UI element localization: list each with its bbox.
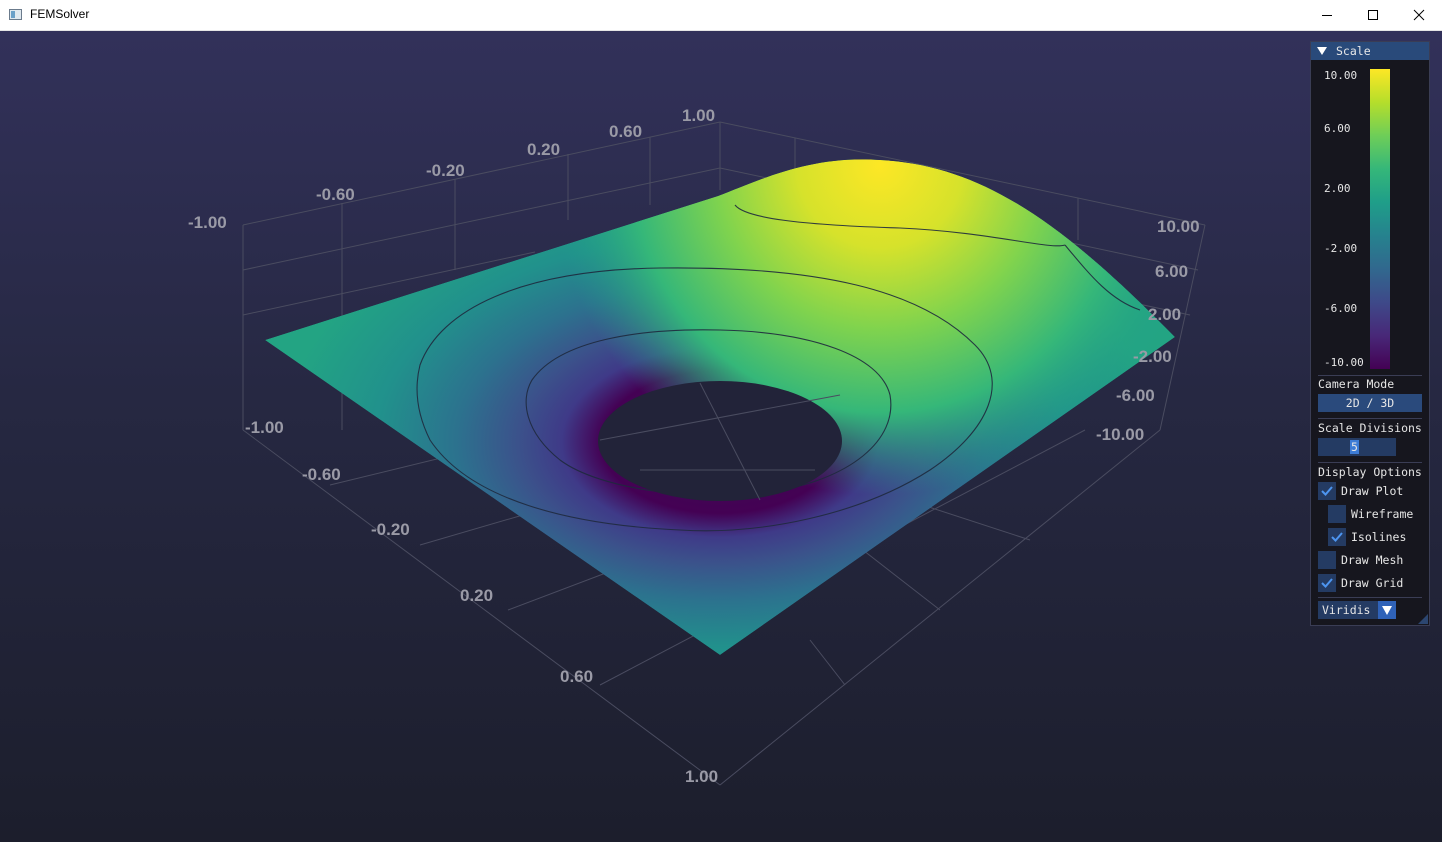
draw-mesh-checkbox[interactable]: Draw Mesh (1318, 550, 1403, 570)
z-tick-label: -10.00 (1096, 425, 1144, 444)
hole-grid (599, 382, 841, 501)
scale-tick: 6.00 (1324, 122, 1351, 135)
scale-tick: -6.00 (1324, 302, 1358, 315)
camera-mode-button[interactable]: 2D / 3D (1318, 394, 1422, 412)
chevron-down-icon[interactable] (1378, 601, 1396, 619)
colormap-value: Viridis (1322, 603, 1371, 617)
wireframe-box[interactable] (1328, 505, 1346, 523)
draw-grid-label: Draw Grid (1341, 576, 1404, 590)
window-title: FEMSolver (30, 7, 90, 21)
surface-plot: -1.00 -0.60 -0.20 0.20 0.60 1.00 -1.00 -… (188, 106, 1206, 786)
close-icon (1413, 9, 1425, 21)
x-tick-label: 1.00 (682, 106, 715, 125)
scale-divisions-value[interactable]: 5 (1350, 440, 1359, 454)
z-tick-label: 10.00 (1157, 217, 1200, 236)
z-tick-label: -2.00 (1133, 347, 1172, 366)
scale-divisions-input[interactable]: 5 (1318, 438, 1396, 456)
check-icon (1321, 578, 1333, 588)
scale-tick: 2.00 (1324, 182, 1351, 195)
scale-tick: 10.00 (1324, 69, 1358, 82)
panel-title: Scale (1336, 44, 1371, 58)
display-options-label: Display Options (1318, 465, 1422, 479)
check-icon (1321, 486, 1333, 496)
isolines-label: Isolines (1351, 530, 1407, 544)
z-tick-label: 2.00 (1148, 305, 1181, 324)
draw-grid-box[interactable] (1318, 574, 1336, 592)
camera-mode-label: Camera Mode (1318, 377, 1395, 391)
panel-header[interactable]: Scale (1311, 42, 1429, 60)
y-tick-label: -1.00 (245, 418, 284, 437)
x-tick-label: 0.60 (609, 122, 642, 141)
draw-mesh-label: Draw Mesh (1341, 553, 1404, 567)
axis-labels: -1.00 -0.60 -0.20 0.20 0.60 1.00 -1.00 -… (188, 106, 1200, 786)
y-tick-label: 0.20 (460, 586, 493, 605)
y-tick-label: -0.60 (302, 465, 341, 484)
plot-viewport[interactable]: -1.00 -0.60 -0.20 0.20 0.60 1.00 -1.00 -… (0, 31, 1442, 842)
colorbar (1370, 69, 1390, 369)
scale-tick: -10.00 (1324, 356, 1364, 369)
isolines-box[interactable] (1328, 528, 1346, 546)
separator (1318, 375, 1422, 376)
surface-mesh (265, 159, 1175, 655)
app-icon (9, 9, 22, 20)
draw-mesh-box[interactable] (1318, 551, 1336, 569)
title-bar: FEMSolver (0, 0, 1442, 31)
wireframe-checkbox[interactable]: Wireframe (1328, 504, 1413, 524)
close-button[interactable] (1396, 0, 1442, 30)
x-tick-label: 0.20 (527, 140, 560, 159)
hole (598, 381, 842, 501)
draw-plot-box[interactable] (1318, 482, 1336, 500)
x-tick-label: -1.00 (188, 213, 227, 232)
isolines-checkbox[interactable]: Isolines (1328, 527, 1406, 547)
z-tick-label: 6.00 (1155, 262, 1188, 281)
y-tick-label: 1.00 (685, 767, 718, 786)
draw-grid-checkbox[interactable]: Draw Grid (1318, 573, 1403, 593)
maximize-icon (1368, 10, 1378, 20)
z-tick-label: -6.00 (1116, 386, 1155, 405)
minimize-icon (1322, 15, 1332, 16)
separator (1318, 418, 1422, 419)
maximize-button[interactable] (1350, 0, 1396, 30)
resize-grip[interactable] (1418, 614, 1428, 624)
y-tick-label: -0.20 (371, 520, 410, 539)
scale-tick: -2.00 (1324, 242, 1358, 255)
collapse-triangle-icon[interactable] (1317, 47, 1327, 55)
colormap-select[interactable]: Viridis (1318, 601, 1396, 619)
scale-divisions-label: Scale Divisions (1318, 421, 1422, 435)
draw-plot-label: Draw Plot (1341, 484, 1404, 498)
draw-plot-checkbox[interactable]: Draw Plot (1318, 481, 1403, 501)
separator (1318, 462, 1422, 463)
wireframe-label: Wireframe (1351, 507, 1414, 521)
x-tick-label: -0.20 (426, 161, 465, 180)
check-icon (1331, 532, 1343, 542)
isolines (416, 204, 1141, 532)
y-tick-label: 0.60 (560, 667, 593, 686)
minimize-button[interactable] (1304, 0, 1350, 30)
scale-panel[interactable]: Scale 10.00 6.00 2.00 -2.00 -6.00 -10.00… (1310, 41, 1430, 626)
x-tick-label: -0.60 (316, 185, 355, 204)
separator (1318, 597, 1422, 598)
